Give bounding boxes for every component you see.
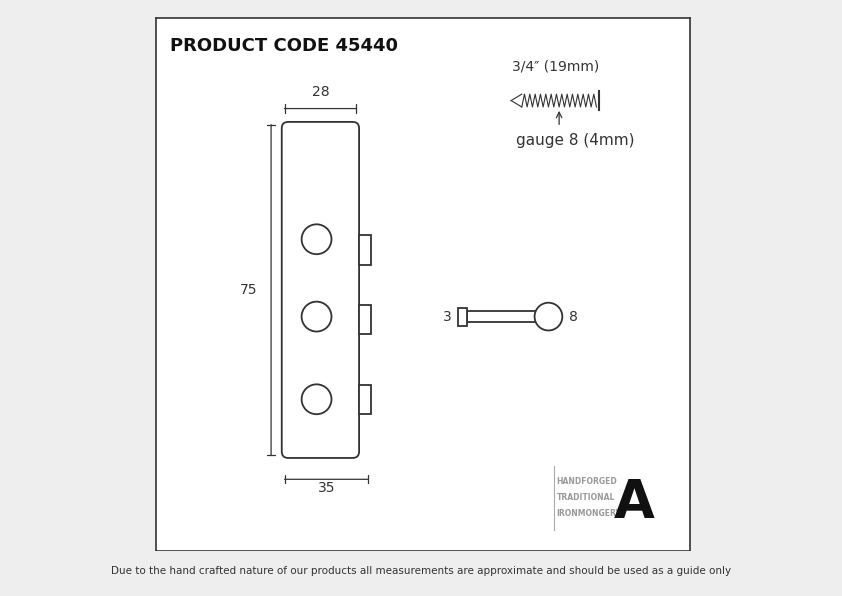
Bar: [467, 311, 548, 322]
Circle shape: [301, 384, 332, 414]
Text: A: A: [613, 477, 654, 529]
Circle shape: [301, 302, 332, 331]
Circle shape: [301, 224, 332, 254]
Text: 35: 35: [317, 482, 335, 495]
FancyBboxPatch shape: [282, 122, 359, 458]
Text: gauge 8 (4mm): gauge 8 (4mm): [516, 132, 635, 148]
Text: HANDFORGED: HANDFORGED: [557, 477, 617, 486]
Text: TRADITIONAL: TRADITIONAL: [557, 493, 615, 502]
Text: 8: 8: [568, 309, 578, 324]
Bar: [458, 308, 467, 325]
Circle shape: [535, 303, 562, 330]
Bar: [359, 384, 370, 414]
Text: 3: 3: [443, 309, 451, 324]
Text: IRONMONGERY: IRONMONGERY: [557, 510, 621, 519]
Text: Due to the hand crafted nature of our products all measurements are approximate : Due to the hand crafted nature of our pr…: [111, 566, 731, 576]
Text: 28: 28: [312, 85, 329, 99]
Text: 3/4″ (19mm): 3/4″ (19mm): [512, 60, 600, 74]
Bar: [359, 235, 370, 265]
Text: 75: 75: [240, 283, 258, 297]
Bar: [359, 305, 370, 334]
Text: PRODUCT CODE 45440: PRODUCT CODE 45440: [170, 36, 397, 55]
